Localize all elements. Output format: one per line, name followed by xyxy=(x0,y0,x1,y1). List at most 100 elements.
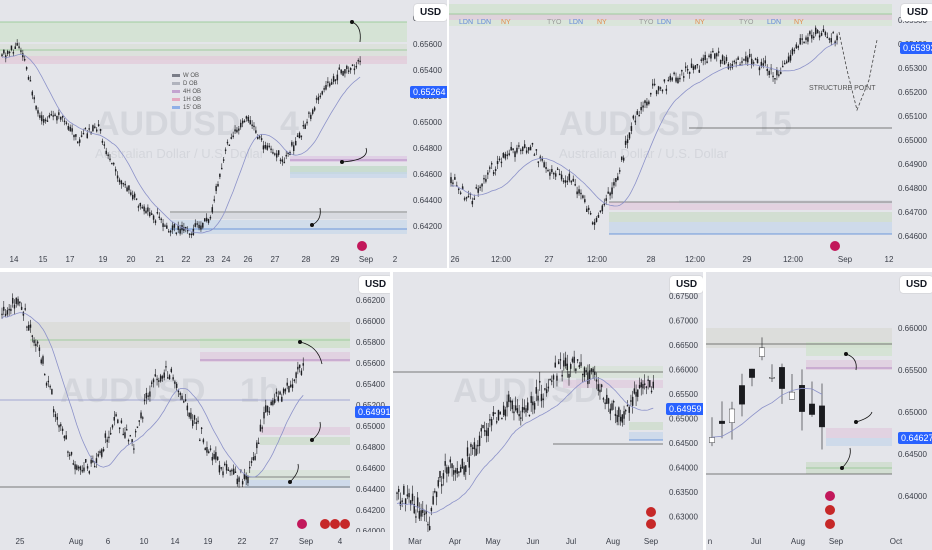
candle-body xyxy=(423,513,426,515)
candle-body xyxy=(576,359,579,361)
time-tick-label: n xyxy=(708,537,712,546)
candle-body xyxy=(485,178,487,182)
time-tick-label: Aug xyxy=(791,537,805,546)
candle-body xyxy=(481,183,483,187)
price-tick-label: 0.65400 xyxy=(356,380,385,389)
candle-body xyxy=(243,120,246,123)
time-tick-label: 12 xyxy=(885,255,894,264)
candle-body xyxy=(514,405,517,411)
candle-body xyxy=(188,233,191,235)
moving-average-line xyxy=(1,312,304,478)
candle-body xyxy=(737,57,739,60)
candle-body xyxy=(93,465,96,468)
session-label: NY xyxy=(597,19,607,26)
candle-body xyxy=(120,180,123,185)
candle-body xyxy=(501,417,503,420)
order-block-zone xyxy=(563,380,663,388)
candle-body xyxy=(537,395,539,401)
candle-body xyxy=(652,381,654,388)
candle-body xyxy=(47,380,50,383)
candle-body xyxy=(591,222,594,225)
candle-body xyxy=(636,111,638,115)
candle-body xyxy=(556,168,559,171)
candle-body xyxy=(482,425,484,429)
price-tick-label: 0.65000 xyxy=(898,136,927,145)
candle-body xyxy=(514,151,516,158)
candle-body xyxy=(809,403,815,415)
candle-body xyxy=(644,100,646,104)
candle-body xyxy=(595,379,598,382)
candle-body xyxy=(226,141,229,144)
legend-item: 15' OB xyxy=(172,104,201,112)
candle-body xyxy=(453,470,455,475)
candle-body xyxy=(692,66,695,71)
candle-body xyxy=(272,152,274,154)
price-tick-label: 0.64700 xyxy=(898,208,927,217)
candle-body xyxy=(704,55,706,61)
chart-panel-3[interactable]: AUDUSD 1h 0.66200 0.66000 0.65800 0.65600 0.… xyxy=(0,272,390,550)
order-block-zone xyxy=(260,427,350,435)
candle-body xyxy=(229,470,231,472)
candle-body xyxy=(139,203,142,207)
tradingview-logo-icon xyxy=(830,241,840,251)
candle-body xyxy=(274,153,276,155)
candle-body xyxy=(588,207,590,211)
candle-body xyxy=(249,120,251,125)
candle-body xyxy=(563,360,565,367)
candle-body xyxy=(126,429,128,431)
candle-body xyxy=(572,178,574,182)
candle-body xyxy=(190,233,193,236)
candle-body xyxy=(489,167,491,169)
candle-body xyxy=(304,124,306,129)
price-tick-label: 0.64500 xyxy=(898,450,927,459)
candle-body xyxy=(54,114,56,117)
candle-body xyxy=(510,146,512,151)
candle-body xyxy=(35,343,37,347)
tradingview-logo-icon xyxy=(357,241,367,251)
order-block-zone xyxy=(170,213,407,219)
divider xyxy=(390,272,393,550)
candle-body xyxy=(630,126,633,132)
candle-body xyxy=(576,191,578,195)
time-tick-label: Apr xyxy=(449,537,462,546)
candle-body xyxy=(143,399,146,402)
chart-panel-5[interactable]: 0.660000.655000.650000.645000.640000.635… xyxy=(706,272,932,550)
candle-body xyxy=(571,358,574,362)
candle-body xyxy=(138,420,140,422)
candle-body xyxy=(671,77,673,81)
us-flag-icon xyxy=(646,507,656,517)
annotation-dot xyxy=(854,420,858,424)
candle-body xyxy=(49,385,51,388)
candle-body xyxy=(454,470,457,473)
candle-body xyxy=(179,392,181,395)
candle-body xyxy=(542,398,544,401)
candle-body xyxy=(238,477,240,482)
candle-body xyxy=(286,382,288,386)
chart-panel-1[interactable]: AUDUSD 4 Australian Dollar / U.S. Dollar… xyxy=(0,0,447,268)
candle-body xyxy=(95,458,98,464)
candle-body xyxy=(642,384,644,389)
moving-average-line xyxy=(711,387,823,438)
order-block-zone xyxy=(245,480,350,488)
candle-body xyxy=(132,194,134,200)
candle-body xyxy=(522,146,524,151)
candle-body xyxy=(559,359,562,361)
candle-body xyxy=(723,60,726,65)
candle-body xyxy=(184,399,187,401)
candle-body xyxy=(743,59,745,61)
chart-panel-2[interactable]: AUDUSD 15 Australian Dollar / U.S. Dolla… xyxy=(449,0,932,268)
divider xyxy=(703,272,706,550)
candle-body xyxy=(54,413,57,418)
candle-body xyxy=(99,451,101,454)
candle-body xyxy=(525,408,527,413)
candle-body xyxy=(491,163,493,165)
candle-body xyxy=(484,430,486,432)
watermark-description: Australian Dollar / U.S. Dollar xyxy=(95,146,265,161)
candle-body xyxy=(513,411,515,414)
candle-body xyxy=(611,187,613,195)
candle-body xyxy=(442,473,445,479)
candle-body xyxy=(209,448,212,450)
price-tick-label: 0.67000 xyxy=(669,317,698,326)
candle-body xyxy=(473,198,476,200)
chart-panel-4[interactable]: AUDUSD 0.67500 0.67000 0.66500 0.66000 0.655… xyxy=(393,272,703,550)
